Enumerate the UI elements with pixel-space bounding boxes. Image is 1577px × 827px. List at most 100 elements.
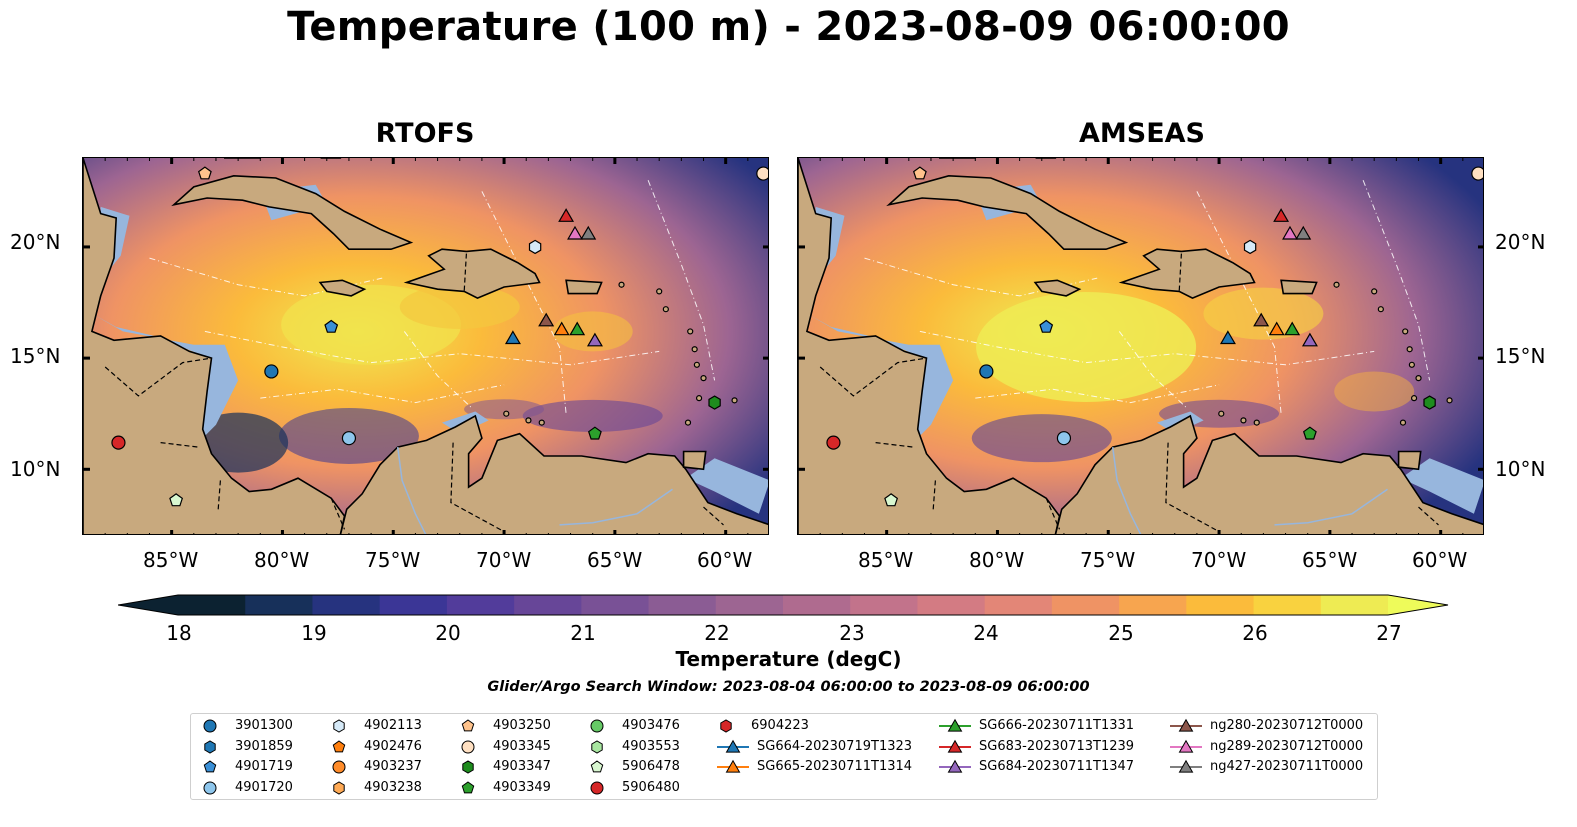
- observation-marker-5906480[interactable]: [111, 435, 126, 450]
- land-island: [693, 361, 700, 368]
- observation-marker-ng427-20230711t0000[interactable]: [580, 225, 597, 240]
- observation-marker-sg665-20230711t1314[interactable]: [1268, 321, 1285, 336]
- observation-marker-4902113[interactable]: [1243, 239, 1257, 255]
- colorbar-tick: 23: [839, 621, 865, 645]
- legend-label: 3901300: [235, 718, 293, 733]
- legend-label: 5906478: [622, 759, 680, 774]
- lon-tick-rtofs-70w: 70°W: [476, 548, 532, 572]
- colorbar-bin: [984, 595, 1053, 615]
- observation-marker-4901719[interactable]: [1039, 319, 1054, 333]
- observation-marker-5906480[interactable]: [826, 435, 841, 450]
- observation-marker-4903250[interactable]: [197, 166, 212, 180]
- legend-label: 4903250: [493, 718, 551, 733]
- colorbar-bin: [1119, 595, 1187, 615]
- observation-marker-ng289-20230712t0000[interactable]: [567, 225, 583, 240]
- legend-marker-pentagon-icon: [203, 760, 217, 773]
- eez-boundary: [204, 330, 660, 366]
- legend-marker-hexagon-icon: [462, 760, 474, 774]
- legend-marker-triangle-line-icon: [1170, 739, 1202, 753]
- observation-marker-ng427-20230711t0000[interactable]: [1295, 225, 1312, 240]
- observation-marker-ng280-20230712t0000[interactable]: [1253, 312, 1270, 327]
- legend-marker-circle-icon: [590, 719, 604, 733]
- legend-marker-circle-icon: [332, 760, 346, 774]
- legend-marker-pentagon-icon: [332, 739, 346, 752]
- shallow-water: [685, 458, 768, 514]
- observation-marker-ng280-20230712t0000[interactable]: [538, 312, 555, 327]
- observation-marker-4902113[interactable]: [528, 239, 542, 255]
- land-island: [1218, 410, 1225, 417]
- legend-label: 4903347: [493, 759, 551, 774]
- colorbar-bin: [648, 595, 717, 615]
- search-window-caption: Glider/Argo Search Window: 2023-08-04 06…: [487, 679, 1090, 695]
- observation-marker-4903345[interactable]: [1471, 166, 1484, 181]
- observation-marker-3901300[interactable]: [264, 364, 279, 379]
- observation-marker-sg684-20230711t1347[interactable]: [1301, 332, 1318, 347]
- country-border: [330, 497, 346, 530]
- observation-marker-5906478[interactable]: [169, 493, 184, 507]
- map-svg[interactable]: [83, 158, 769, 535]
- land-island: [1415, 375, 1422, 382]
- observation-marker-sg664-20230719t1323[interactable]: [504, 330, 521, 345]
- legend-label: 6904223: [751, 718, 809, 733]
- legend-entry: 4903476: [586, 716, 711, 736]
- observation-marker-sg664-20230719t1323[interactable]: [1219, 330, 1236, 345]
- observation-marker-3901300[interactable]: [979, 364, 994, 379]
- lat-tick-right-10n: 10°N: [1495, 457, 1546, 481]
- legend-entry: 4902476: [328, 737, 453, 757]
- legend-label: ng289-20230712T0000: [1210, 738, 1364, 754]
- temperature-anomaly: [399, 284, 520, 329]
- observation-marker-4901720[interactable]: [341, 431, 357, 446]
- map-svg[interactable]: [798, 158, 1484, 535]
- observation-marker-5906478[interactable]: [884, 493, 899, 507]
- observation-marker-4903345[interactable]: [756, 166, 769, 181]
- country-border: [1418, 506, 1439, 526]
- colorbar-extend-low: [118, 595, 178, 615]
- observation-marker-sg684-20230711t1347[interactable]: [586, 332, 603, 347]
- observation-marker-4901719[interactable]: [324, 319, 339, 333]
- observation-marker-sg666-20230711t1331[interactable]: [1284, 321, 1301, 336]
- lon-tick-rtofs-80w: 80°W: [254, 548, 310, 572]
- observation-marker-4903347[interactable]: [1423, 395, 1436, 410]
- legend-entry: SG665-20230711T1314: [715, 757, 935, 777]
- colorbar-bin: [312, 595, 381, 615]
- land-island: [1446, 397, 1453, 404]
- observation-marker-4903250[interactable]: [912, 166, 927, 180]
- legend-marker-triangle-line-icon: [1170, 759, 1202, 773]
- observation-marker-4901720[interactable]: [1056, 431, 1072, 446]
- lon-tick-rtofs-65w: 65°W: [587, 548, 643, 572]
- land-island: [1410, 395, 1418, 402]
- colorbar-bin: [379, 595, 448, 615]
- legend-entry: 5906480: [586, 778, 711, 798]
- legend-label: SG684-20230711T1347: [979, 759, 1135, 774]
- land-island: [618, 281, 625, 288]
- observation-marker-4903347[interactable]: [708, 395, 721, 410]
- panel-title-rtofs: RTOFS: [375, 118, 475, 149]
- land-island: [503, 410, 510, 417]
- observation-marker-sg683-20230713t1239[interactable]: [1273, 208, 1290, 222]
- observation-marker-sg683-20230713t1239[interactable]: [558, 208, 575, 222]
- observation-marker-4903349[interactable]: [587, 426, 602, 440]
- legend-label: 4903237: [364, 759, 422, 774]
- legend-entry: 6904223: [715, 716, 935, 736]
- observation-marker-4903349[interactable]: [1302, 426, 1317, 440]
- river: [1274, 488, 1388, 526]
- observation-marker-sg666-20230711t1331[interactable]: [569, 321, 586, 336]
- country-border: [450, 442, 505, 533]
- colorbar-bin: [783, 595, 851, 615]
- land-central-america: [798, 158, 1061, 534]
- legend-label: SG666-20230711T1331: [979, 718, 1135, 733]
- legend-marker-hexagon-icon: [333, 719, 345, 733]
- land-island: [700, 375, 707, 382]
- legend-label: ng427-20230711T0000: [1210, 759, 1364, 774]
- legend-marker-pentagon-icon: [461, 780, 475, 793]
- temperature-anomaly: [971, 414, 1112, 463]
- map-panel-amseas[interactable]: [797, 157, 1484, 535]
- observation-marker-ng289-20230712t0000[interactable]: [1282, 225, 1298, 240]
- shallow-water: [1400, 458, 1483, 514]
- observation-marker-sg665-20230711t1314[interactable]: [553, 321, 570, 336]
- colorbar-tick: 25: [1108, 621, 1134, 645]
- legend-entry: SG684-20230711T1347: [937, 757, 1167, 777]
- map-panel-rtofs[interactable]: [82, 157, 769, 535]
- legend-marker-hexagon-icon: [333, 780, 345, 795]
- shallow-water: [91, 313, 239, 443]
